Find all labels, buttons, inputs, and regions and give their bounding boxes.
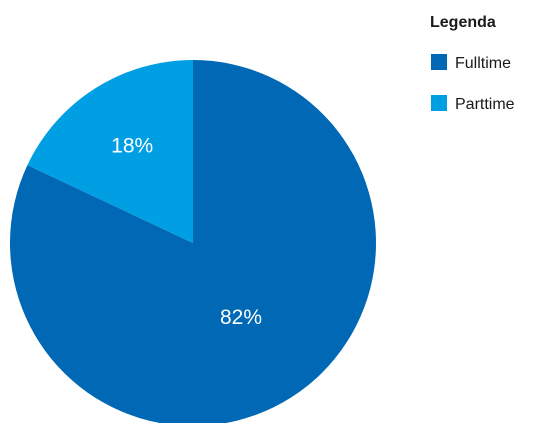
pie-slice-parttime <box>27 60 194 243</box>
slice-label-parttime: 18% <box>111 135 153 158</box>
legend-swatch-fulltime <box>431 54 447 70</box>
pie-slices <box>10 60 376 423</box>
pie-slice-fulltime <box>10 60 376 423</box>
legend: Legenda Fulltime Parttime <box>430 14 515 113</box>
slice-label-fulltime: 82% <box>220 306 262 329</box>
legend-label-fulltime: Fulltime <box>455 55 511 72</box>
pie-slice-labels: 82% 18% <box>111 135 262 330</box>
legend-label-parttime: Parttime <box>455 96 515 113</box>
legend-title: Legenda <box>430 14 496 31</box>
legend-swatch-parttime <box>431 95 447 111</box>
